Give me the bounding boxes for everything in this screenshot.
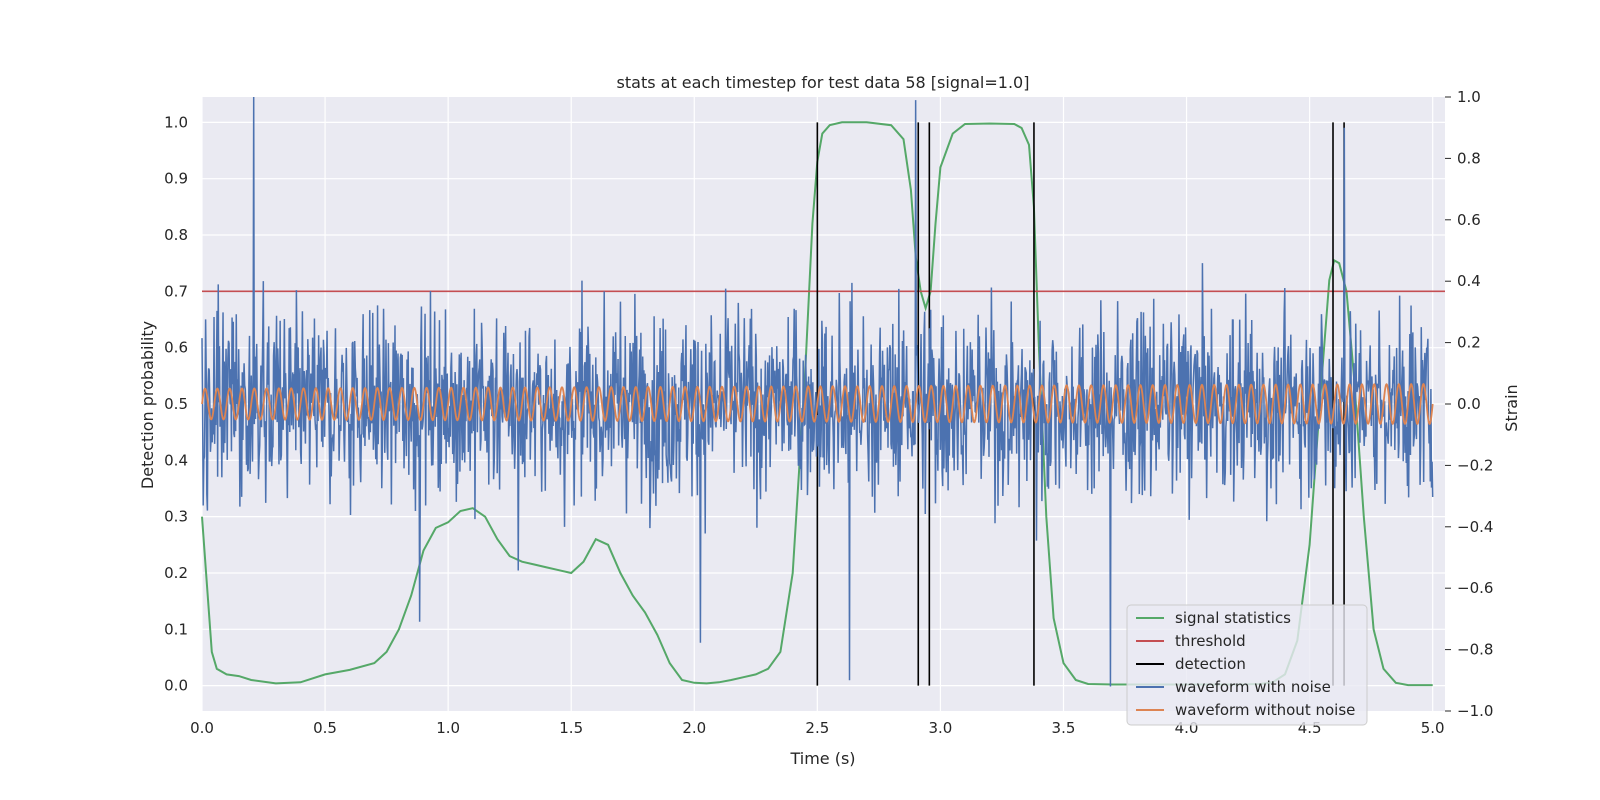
waveform-without-noise-line bbox=[201, 382, 1434, 426]
x-tick-label: 3.5 bbox=[1052, 719, 1076, 737]
y-right-tick-label: 1.0 bbox=[1457, 88, 1481, 106]
series-layer bbox=[201, 96, 1445, 687]
legend-label-waveform-without-noise: waveform without noise bbox=[1175, 701, 1355, 719]
y-left-axis-ticks: 0.0 0.1 0.2 0.3 0.4 0.5 0.6 0.7 0.8 0.9 1.0 bbox=[164, 113, 188, 694]
y-right-axis-label: Strain bbox=[1502, 384, 1521, 431]
x-tick-label: 5.0 bbox=[1421, 719, 1445, 737]
x-tick-label: 2.5 bbox=[805, 719, 829, 737]
legend-label-waveform-with-noise: waveform with noise bbox=[1175, 678, 1331, 696]
y-left-tick-label: 0.3 bbox=[164, 508, 188, 526]
y-right-axis-ticks: −1.0 −0.8 −0.6 −0.4 −0.2 0.0 0.2 0.4 0.6 0.8 1.0 bbox=[1445, 88, 1493, 720]
y-right-tick-label: 0.2 bbox=[1457, 334, 1481, 352]
y-left-tick-label: 0.1 bbox=[164, 620, 188, 638]
x-tick-label: 1.5 bbox=[559, 719, 583, 737]
y-right-tick-label: −0.4 bbox=[1457, 518, 1493, 536]
y-left-tick-label: 0.2 bbox=[164, 564, 188, 582]
legend-box bbox=[1126, 604, 1368, 726]
y-right-tick-label: 0.8 bbox=[1457, 149, 1481, 167]
x-tick-label: 3.0 bbox=[928, 719, 952, 737]
y-left-tick-label: 0.8 bbox=[164, 226, 188, 244]
x-tick-label: 0.5 bbox=[313, 719, 337, 737]
chart-title: stats at each timestep for test data 58 … bbox=[617, 73, 1030, 92]
y-left-tick-label: 0.4 bbox=[164, 451, 188, 469]
y-left-tick-label: 0.9 bbox=[164, 170, 188, 188]
legend-label-signal-statistics: signal statistics bbox=[1175, 609, 1291, 627]
y-right-tick-label: 0.0 bbox=[1457, 395, 1481, 413]
y-left-axis-label: Detection probability bbox=[138, 321, 157, 489]
legend-label-detection: detection bbox=[1175, 655, 1246, 673]
x-tick-label: 0.0 bbox=[190, 719, 214, 737]
y-right-tick-label: 0.6 bbox=[1457, 211, 1481, 229]
legend-label-threshold: threshold bbox=[1175, 632, 1246, 650]
y-right-tick-label: 0.4 bbox=[1457, 272, 1481, 290]
legend: signal statistics threshold detection wa… bbox=[1126, 604, 1368, 726]
y-left-tick-label: 1.0 bbox=[164, 113, 188, 131]
x-tick-label: 1.0 bbox=[436, 719, 460, 737]
waveform-with-noise-line bbox=[201, 96, 1434, 687]
y-left-tick-label: 0.0 bbox=[164, 677, 188, 695]
y-right-tick-label: −0.2 bbox=[1457, 456, 1493, 474]
y-left-tick-label: 0.7 bbox=[164, 282, 188, 300]
y-right-tick-label: −1.0 bbox=[1457, 702, 1493, 720]
y-left-tick-label: 0.5 bbox=[164, 395, 188, 413]
x-axis-label: Time (s) bbox=[789, 749, 855, 768]
y-right-tick-label: −0.6 bbox=[1457, 579, 1493, 597]
y-right-tick-label: −0.8 bbox=[1457, 641, 1493, 659]
x-tick-label: 2.0 bbox=[682, 719, 706, 737]
y-left-tick-label: 0.6 bbox=[164, 339, 188, 357]
